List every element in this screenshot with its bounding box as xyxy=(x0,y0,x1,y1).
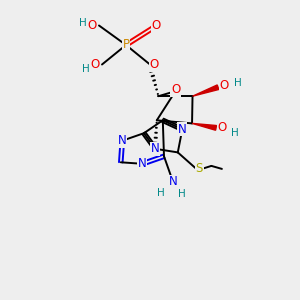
Polygon shape xyxy=(193,85,219,96)
Text: N: N xyxy=(118,134,127,147)
Text: O: O xyxy=(171,83,180,96)
Text: O: O xyxy=(91,58,100,71)
Text: H: H xyxy=(178,189,185,200)
Text: H: H xyxy=(231,128,239,138)
Text: N: N xyxy=(169,175,177,188)
Text: H: H xyxy=(82,64,89,74)
Text: O: O xyxy=(88,19,97,32)
Text: O: O xyxy=(150,58,159,71)
Text: S: S xyxy=(196,162,203,176)
Text: P: P xyxy=(122,38,130,52)
Text: N: N xyxy=(178,123,187,136)
Polygon shape xyxy=(192,123,217,130)
Text: O: O xyxy=(152,19,160,32)
Text: H: H xyxy=(234,78,242,88)
Text: O: O xyxy=(219,79,229,92)
Text: H: H xyxy=(157,188,164,198)
Text: N: N xyxy=(138,157,147,170)
Text: O: O xyxy=(218,122,227,134)
Text: N: N xyxy=(151,142,160,155)
Text: H: H xyxy=(79,17,86,28)
